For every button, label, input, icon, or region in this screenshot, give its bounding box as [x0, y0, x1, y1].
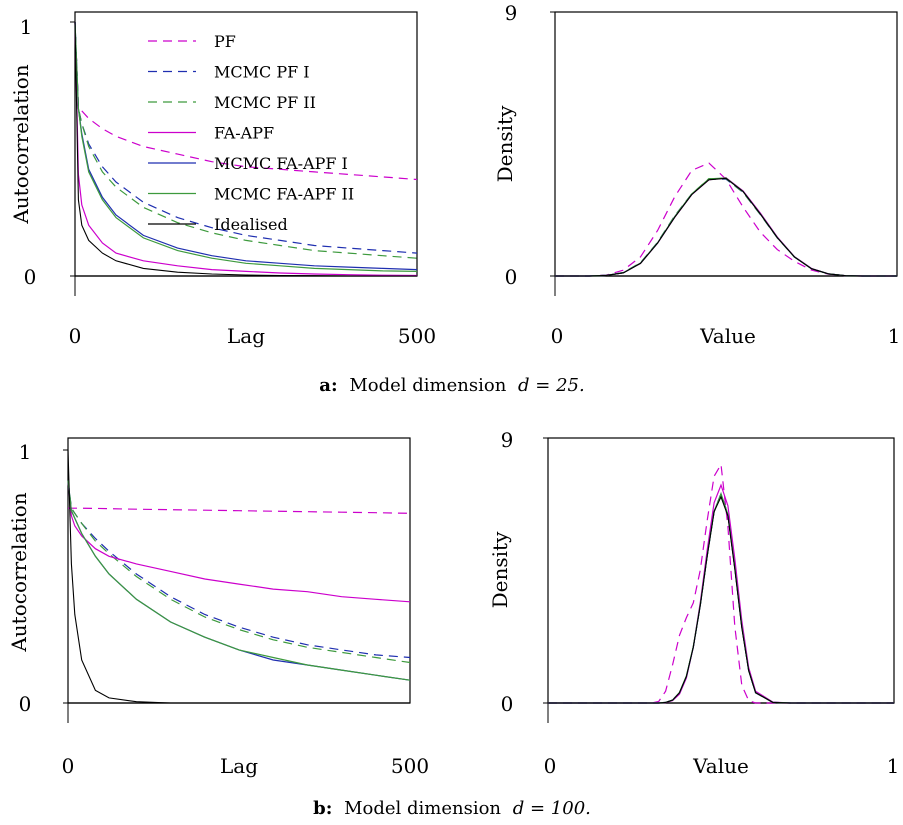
y-axis-label: Density — [488, 531, 512, 608]
series-line-idealised — [548, 495, 894, 704]
series-line-mcmc-pf-ii — [548, 492, 894, 704]
y-axis-label: Autocorrelation — [7, 492, 31, 652]
y-tick-label-top: 9 — [505, 1, 518, 25]
legend-label-mcmc-pf-ii: MCMC PF II — [214, 93, 316, 112]
series-line-mcmc-pf-ii — [67, 480, 411, 664]
caption-b-math: d = 100. — [513, 798, 591, 819]
series-line-mcmc-pf-i — [67, 480, 411, 659]
series-line-mcmc-fa-apf-i — [548, 492, 894, 704]
legend-label-mcmc-fa-apf-i: MCMC FA-APF I — [214, 154, 348, 173]
series-line-fa-apf — [555, 177, 897, 277]
caption-a-label: a: — [319, 375, 337, 396]
plot-frame — [67, 437, 411, 704]
series-line-mcmc-fa-apf-ii — [74, 21, 418, 272]
series-group — [74, 21, 418, 277]
legend: PF MCMC PF I MCMC PF II FA-APF MCMC FA-APF I… — [148, 32, 354, 234]
series-line-mcmc-pf-i — [555, 178, 897, 277]
x-tick-label-right: 1 — [888, 324, 901, 348]
plot-frame — [554, 11, 898, 277]
y-axis-label: Density — [493, 105, 517, 182]
caption-a: a: Model dimension d = 25. — [319, 375, 584, 396]
x-tick-label-right: 500 — [391, 754, 429, 778]
y-tick-label-bottom: 0 — [24, 265, 37, 289]
series-line-fa-apf — [548, 483, 894, 704]
series-line-mcmc-pf-i — [548, 492, 894, 704]
panel-a-left: 1 0 0 500 Lag Autocorrelation PF MCMC PF … — [9, 11, 436, 348]
y-axis-label: Autocorrelation — [9, 64, 33, 224]
legend-label-mcmc-fa-apf-ii: MCMC FA-APF II — [214, 185, 354, 204]
legend-label-fa-apf: FA-APF — [214, 124, 274, 143]
series-line-idealised — [555, 177, 897, 277]
caption-a-text: Model dimension — [349, 375, 506, 396]
series-line-fa-apf — [74, 21, 418, 277]
series-line-idealised — [67, 449, 410, 704]
panel-a-right: 9 0 0 1 Value Density — [493, 1, 900, 348]
caption-b: b: Model dimension d = 100. — [313, 798, 591, 819]
y-tick-label-top: 1 — [19, 440, 32, 464]
series-group — [555, 162, 897, 277]
x-tick-label-left: 0 — [551, 324, 564, 348]
y-tick-label-bottom: 0 — [19, 692, 32, 716]
panel-b-left: 1 0 0 500 Lag Autocorrelation — [7, 437, 429, 778]
caption-a-math: d = 25. — [518, 375, 585, 396]
legend-label-pf: PF — [214, 32, 236, 51]
y-tick-label-bottom: 0 — [505, 265, 518, 289]
series-line-mcmc-fa-apf-i — [555, 177, 897, 277]
series-line-mcmc-pf-ii — [74, 21, 418, 259]
y-tick-label-top: 9 — [501, 428, 514, 452]
panel-b-right: 9 0 0 1 Value Density — [488, 428, 899, 778]
legend-label-idealised: Idealised — [214, 215, 288, 234]
series-line-mcmc-pf-ii — [555, 178, 897, 277]
series-line-pf — [68, 507, 411, 514]
caption-b-text: Model dimension — [344, 798, 501, 819]
series-line-fa-apf — [67, 480, 411, 603]
series-line-mcmc-fa-apf-ii — [555, 177, 897, 277]
x-axis-label: Value — [692, 754, 749, 778]
x-tick-label-left: 0 — [69, 324, 82, 348]
series-line-pf — [548, 462, 894, 704]
series-line-pf — [74, 21, 418, 181]
caption-b-label: b: — [313, 798, 332, 819]
series-line-mcmc-fa-apf-ii — [67, 480, 411, 681]
y-tick-label-bottom: 0 — [501, 692, 514, 716]
x-tick-label-right: 500 — [398, 324, 436, 348]
y-tick-label-top: 1 — [20, 15, 33, 39]
plot-frame — [547, 437, 895, 704]
x-axis-label: Lag — [227, 324, 265, 348]
series-group — [548, 462, 894, 704]
x-tick-label-left: 0 — [62, 754, 75, 778]
series-line-mcmc-fa-apf-ii — [548, 492, 894, 704]
series-line-pf — [555, 162, 897, 277]
series-line-idealised — [74, 21, 417, 277]
plot-frame — [74, 11, 418, 277]
legend-label-mcmc-pf-i: MCMC PF I — [214, 63, 310, 82]
x-tick-label-right: 1 — [887, 754, 900, 778]
x-tick-label-left: 0 — [544, 754, 557, 778]
series-group — [67, 449, 411, 704]
x-axis-label: Lag — [220, 754, 258, 778]
x-axis-label: Value — [699, 324, 756, 348]
